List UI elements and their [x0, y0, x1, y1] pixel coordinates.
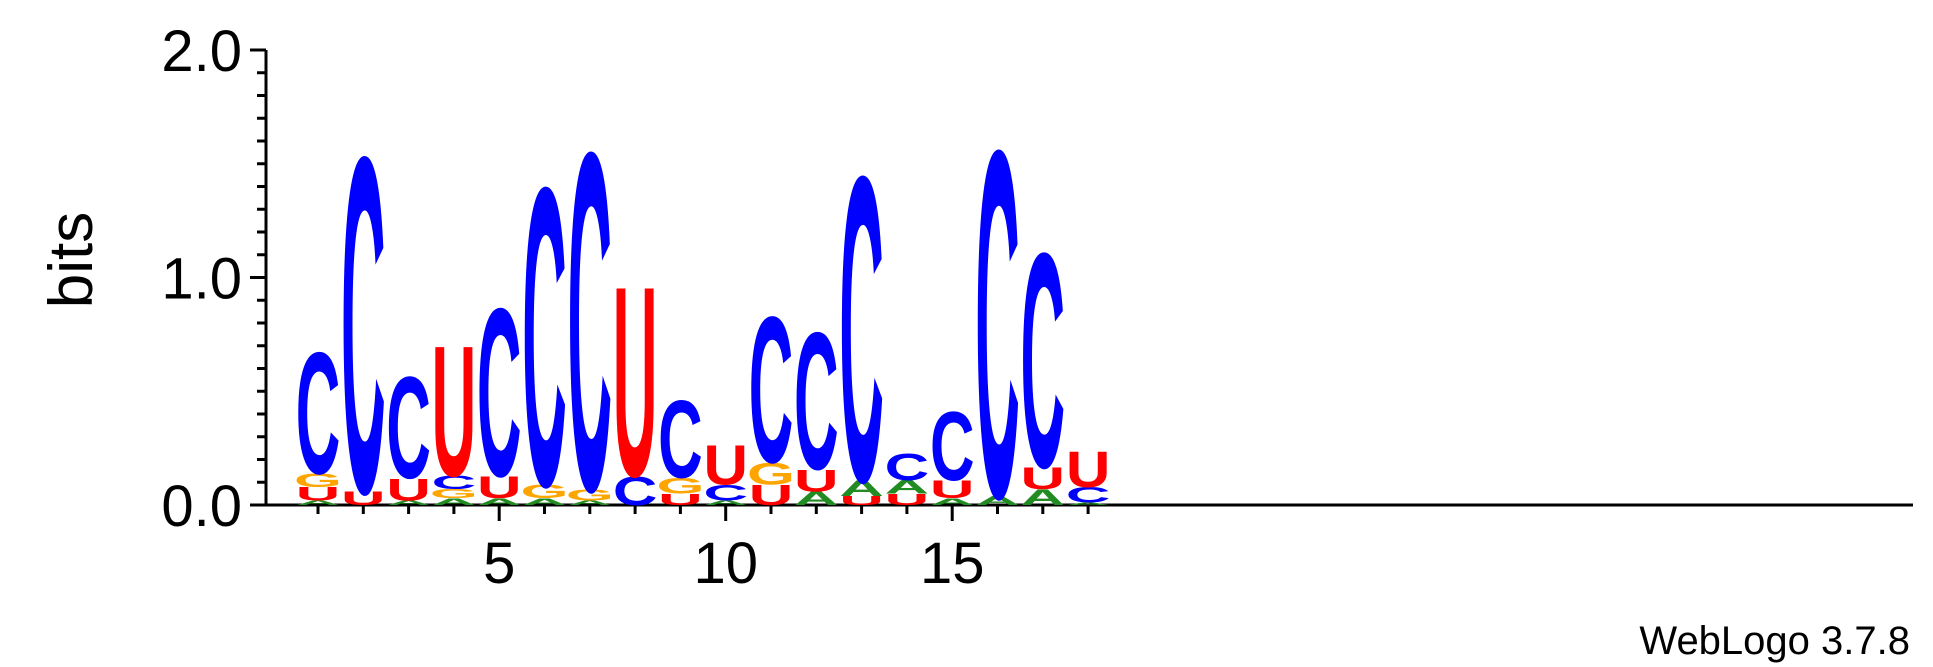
logo-letter-U: U — [749, 480, 794, 511]
logo-letter-U: U — [432, 308, 477, 516]
logo-letter-A: A — [1066, 502, 1111, 506]
x-tick-label: 15 — [920, 531, 985, 596]
x-tick-label: 10 — [693, 531, 758, 596]
y-tick-label: 0.0 — [161, 474, 242, 539]
logo-letter-A: A — [568, 499, 613, 506]
logo-letter-U: U — [477, 470, 522, 505]
logo-letter-C: C — [296, 316, 341, 511]
logo-letter-A: A — [522, 497, 567, 508]
logo-letter-U: U — [341, 488, 386, 509]
logo-letter-G: G — [747, 457, 795, 492]
logo-letter-C: C — [930, 393, 975, 502]
logo-letter-C: C — [341, 57, 386, 594]
logo-letter-C: C — [703, 480, 748, 505]
logo-letter-C: C — [432, 472, 477, 493]
logo-letter-G: G — [656, 474, 704, 499]
y-tick-label: 1.0 — [161, 247, 242, 312]
logo-letter-U: U — [839, 494, 884, 508]
logo-letter-G: G — [294, 470, 342, 491]
logo-letter-A: A — [703, 499, 748, 506]
logo-letter-C: C — [1021, 189, 1066, 531]
logo-letter-A: A — [296, 499, 341, 506]
logo-letter-C: C — [613, 469, 658, 514]
logo-letter-C: C — [658, 378, 703, 502]
logo-letter-C: C — [386, 346, 431, 509]
logo-letter-U: U — [794, 464, 839, 499]
logo-letter-A: A — [794, 488, 839, 509]
logo-letter-U: U — [1021, 461, 1066, 496]
logo-letter-A: A — [386, 499, 431, 506]
logo-letter-A: A — [885, 477, 930, 498]
logo-letter-A: A — [1021, 485, 1066, 510]
logo-letter-C: C — [975, 47, 1020, 601]
weblogo-version-footer: WebLogo 3.7.8 — [1639, 619, 1910, 663]
logo-letter-A: A — [975, 494, 1020, 508]
y-axis: 0.0 1.0 2.0 — [161, 19, 268, 539]
logo-letter-A: A — [432, 497, 477, 508]
logo-letter-U: U — [386, 473, 431, 508]
x-tick-label: 5 — [483, 531, 515, 596]
logo-letter-U: U — [613, 230, 658, 533]
x-axis: 5 10 15 — [266, 503, 1913, 596]
logo-letter-C: C — [749, 273, 794, 506]
logo-letter-C: C — [568, 53, 613, 593]
logo-letter-U: U — [296, 483, 341, 504]
logo-letter-U: U — [885, 491, 930, 509]
logo-letter-A: A — [930, 497, 975, 508]
logo-letter-U: U — [930, 475, 975, 503]
logo-letter-G: G — [430, 487, 478, 501]
logo-letter-U: U — [658, 491, 703, 509]
logo-letter-U: U — [1066, 441, 1111, 497]
logo-letter-C: C — [1066, 483, 1111, 508]
logo-letter-U: U — [703, 433, 748, 497]
logo-letter-A: A — [839, 476, 884, 501]
logo-letter-G: G — [521, 481, 569, 502]
logo-letter-C: C — [477, 259, 522, 527]
logo-letter-G: G — [566, 486, 614, 504]
logo-letter-A: A — [477, 497, 522, 508]
logo-letter-C: C — [794, 292, 839, 511]
y-axis-label: bits — [37, 212, 106, 308]
logo-letter-C: C — [522, 98, 567, 575]
logo-letter-C: C — [885, 446, 930, 488]
logo-letter-C: C — [839, 85, 884, 572]
y-tick-label: 2.0 — [161, 19, 242, 84]
